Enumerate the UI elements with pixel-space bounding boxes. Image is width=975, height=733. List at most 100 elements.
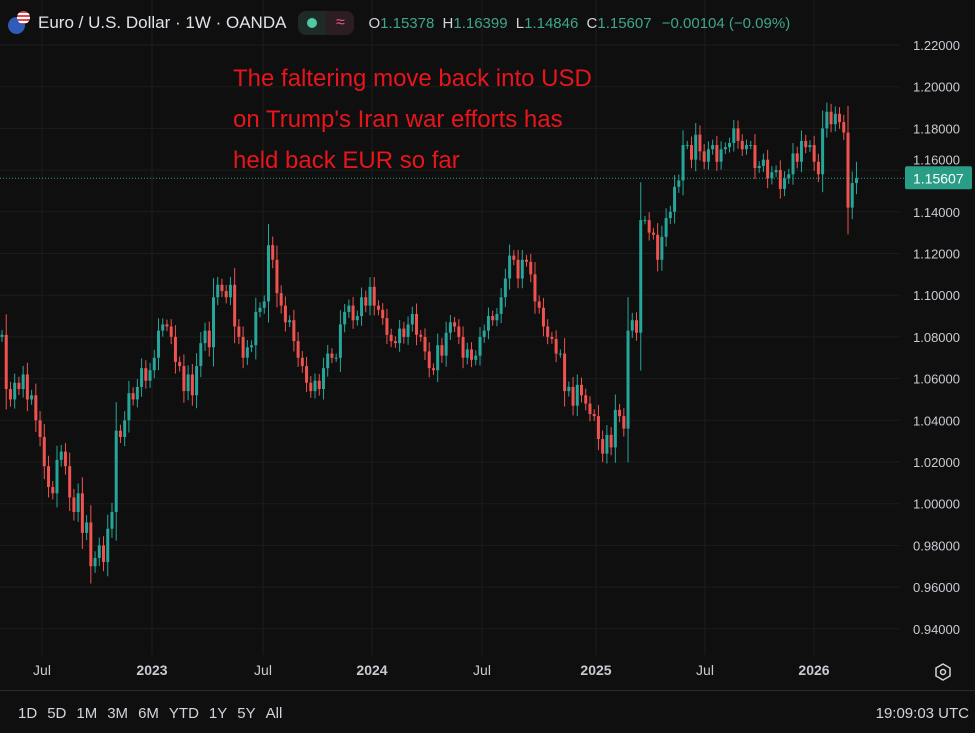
range-5d[interactable]: 5D [47,705,67,722]
candle-body [431,368,435,371]
candle-body [207,330,211,348]
x-tick-label: Jul [33,662,51,678]
candle-body [224,291,228,298]
last-price-label-box [905,166,972,190]
approx-wave-icon: ≈ [326,11,355,35]
candle-body [563,353,567,392]
candle-body [829,111,833,125]
candle-body [283,305,287,323]
y-tick-label: 1.02000 [913,455,960,470]
candle [711,139,715,155]
range-all[interactable]: All [265,705,283,722]
candle-body [660,236,664,260]
range-6m[interactable]: 6M [138,705,159,722]
symbol-title[interactable]: Euro / U.S. Dollar · 1W · OANDA [38,13,287,32]
candle [398,320,402,352]
candle-body [220,284,224,292]
candle-body [216,284,220,298]
clock[interactable]: 19:09:03 UTC [875,705,969,722]
candle-body [237,326,241,337]
status-pill[interactable]: ≈ [298,11,355,35]
settings-gear-icon[interactable] [933,662,953,682]
candle [199,332,203,378]
candle [300,351,304,373]
candle-body [127,393,131,421]
candle [787,168,791,184]
candle-body [364,297,368,306]
candle-body [288,320,292,323]
time-axis[interactable]: Jul 2023 Jul 2024 Jul 2025 Jul 2026 [33,662,830,678]
candle-body [114,430,118,513]
candle [550,332,554,344]
candle-body [783,178,787,189]
y-tick-label: 1.16000 [913,152,960,167]
candle-body [457,326,461,337]
candlestick-chart[interactable]: 1.22000 1.20000 1.18000 1.16000 1.14000 1.120… [0,0,975,690]
x-tick-label: Jul [696,662,714,678]
x-tick-label: 2024 [356,662,387,678]
candle-body [673,186,677,212]
candle [770,166,774,185]
candle [774,165,778,177]
candle-body [47,466,51,488]
candle-body [178,361,182,367]
candle-body [376,305,380,310]
y-tick-label: 1.20000 [913,80,960,95]
candle [296,331,300,367]
candle-body [761,159,765,166]
close-value: 1.15607 [597,14,652,32]
candle [812,135,816,171]
range-1y[interactable]: 1Y [208,705,228,722]
range-1m[interactable]: 1M [76,705,98,722]
y-tick-label: 1.22000 [913,38,960,53]
range-3m[interactable]: 3M [107,705,129,722]
candle-body [313,380,317,392]
candle [482,324,486,343]
candle-body [135,386,139,400]
candle-body [317,380,321,390]
candle [55,445,59,508]
candle [601,430,605,463]
candle-body [567,386,571,392]
candle [584,388,588,411]
candle-body [465,349,469,358]
chart-annotation: The faltering move back into USD on Trum… [233,58,592,181]
candle-body [305,366,309,383]
candle-body [381,309,385,319]
candle-body [250,345,254,348]
candle-body [626,330,630,429]
range-5y[interactable]: 5Y [237,705,256,722]
candle-body [799,140,803,162]
candle-body [118,430,122,437]
last-price-label: 1.15607 [913,170,964,186]
candle-body [537,301,541,308]
candle [34,383,38,432]
close-label: C [586,14,598,32]
candle [135,379,139,408]
candle-body [343,311,347,325]
candle [224,284,228,304]
candle [271,236,275,269]
candle [347,299,351,318]
candle [546,319,550,345]
candle [453,316,457,332]
candle [681,130,685,196]
price-axis[interactable]: 1.22000 1.20000 1.18000 1.16000 1.14000 1.120… [913,38,960,637]
candle-body [338,324,342,358]
range-1d[interactable]: 1D [18,705,38,722]
candle-body [596,416,600,440]
candle [516,249,520,289]
candle [123,411,127,447]
candle-body [825,111,829,129]
range-ytd[interactable]: YTD [168,705,199,722]
candle-body [72,497,76,513]
candle [110,502,114,538]
open-label: O [368,14,381,32]
candle [850,171,854,220]
candle [846,105,850,235]
annotation-line: on Trump's Iran war efforts has [233,106,563,133]
candle [732,119,736,152]
candle [436,333,440,382]
candle-body [279,293,283,306]
candle [13,373,17,409]
